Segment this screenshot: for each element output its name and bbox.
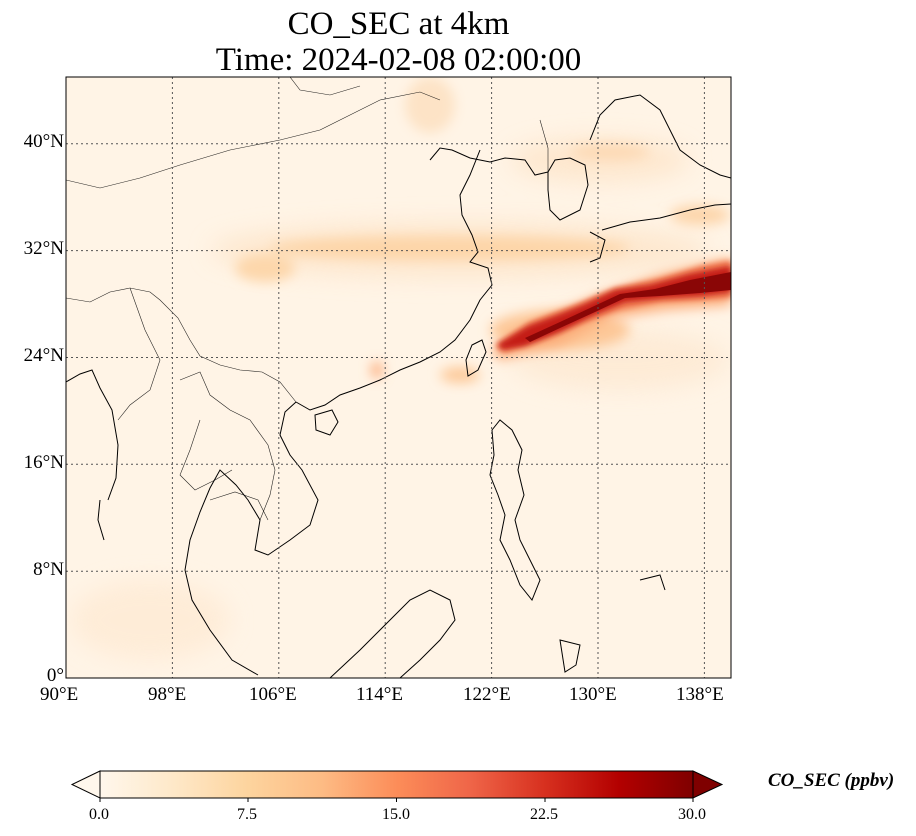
lon-tick-label: 90°E <box>40 684 79 705</box>
map-title-line1: CO_SEC at 4km <box>287 6 510 42</box>
colorbar-extend-max <box>692 770 724 799</box>
colorbar-gradient <box>100 771 693 798</box>
lon-tick-label: 114°E <box>356 684 403 705</box>
lon-tick-label: 106°E <box>249 684 297 705</box>
lat-tick-label: 40°N <box>23 131 64 152</box>
lat-tick-label: 32°N <box>23 238 64 259</box>
map-title-line2: Time: 2024-02-08 02:00:00 <box>215 42 582 78</box>
lon-tick-label: 98°E <box>148 684 187 705</box>
colorbar-tick-label: 15.0 <box>382 806 410 823</box>
graticule <box>66 77 731 678</box>
lat-tick-label: 16°N <box>23 452 64 473</box>
lon-tick-label: 138°E <box>676 684 724 705</box>
country-borders <box>66 77 549 521</box>
colorbar-tick-label: 22.5 <box>530 806 558 823</box>
coastlines <box>66 94 731 678</box>
lat-tick-label: 8°N <box>33 559 64 580</box>
map-frame <box>65 76 732 679</box>
colorbar-label: CO_SEC (ppbv) <box>768 770 895 791</box>
colorbar-tick-label: 7.5 <box>237 806 257 823</box>
colorbar-extend-min <box>70 770 101 799</box>
north-china-plume <box>405 77 455 133</box>
east-china-sea-high-plume <box>490 258 731 360</box>
lon-tick-label: 122°E <box>463 684 511 705</box>
sichuan-basin-patch <box>235 254 295 282</box>
colorbar-tick-label: 30.0 <box>678 806 706 823</box>
colorbar <box>70 770 724 802</box>
colorbar-tick-label: 0.0 <box>89 806 109 823</box>
yellow-sea-moderate-band <box>270 236 630 260</box>
lon-tick-label: 130°E <box>569 684 617 705</box>
lat-tick-label: 0° <box>46 665 64 686</box>
lat-tick-label: 24°N <box>23 345 64 366</box>
co-concentration-field <box>66 77 731 678</box>
